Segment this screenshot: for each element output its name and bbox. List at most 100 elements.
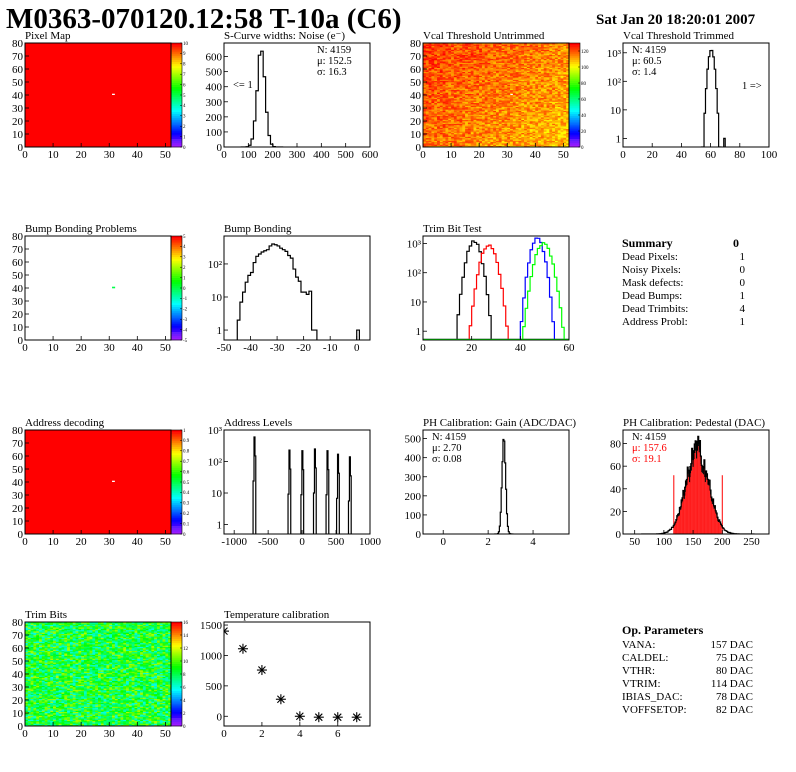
heatmap-cell (521, 113, 525, 115)
heatmap-cell (563, 80, 567, 83)
heatmap-cell (465, 76, 469, 79)
heatmap-cell (538, 132, 542, 135)
heatmap-cell (476, 96, 480, 98)
heatmap-cell (473, 130, 477, 132)
heatmap-cell (423, 54, 427, 57)
heatmap-cell (453, 62, 457, 65)
heatmap-cell (487, 119, 491, 122)
heatmap-cell (512, 44, 516, 46)
heatmap-cell (493, 89, 497, 92)
heatmap-cell (476, 67, 480, 70)
colorbar-tick-label: 0 (183, 146, 186, 151)
heatmap-cell (552, 46, 556, 49)
colorbar-tick-label: 0.6 (183, 470, 190, 475)
heatmap-cell (529, 65, 533, 67)
heatmap-cell (25, 694, 29, 697)
heatmap-cell (521, 136, 525, 139)
summary-value: 1 (740, 251, 746, 263)
heatmap-cell (549, 144, 553, 146)
heatmap-cell (453, 79, 457, 81)
heatmap-cell (484, 48, 488, 50)
heatmap-cell (462, 130, 466, 132)
heatmap-cell (423, 114, 427, 117)
heatmap-cell (490, 115, 494, 118)
heatmap-cell (498, 104, 502, 106)
heatmap-cell (437, 128, 441, 131)
heatmap-cell (552, 45, 556, 48)
heatmap-cell (451, 58, 455, 61)
heatmap-cell (563, 69, 567, 71)
heatmap-cell (487, 75, 491, 78)
heatmap-cell (538, 71, 542, 74)
heatmap-cell (473, 65, 477, 67)
heatmap-cell (566, 45, 569, 48)
heatmap-cell (512, 114, 516, 117)
heatmap-cell (510, 123, 514, 126)
heatmap-cell (498, 106, 502, 109)
heatmap-cell (470, 85, 474, 88)
heatmap-cell (453, 49, 457, 52)
heatmap-cell (557, 100, 561, 102)
heatmap-cell (476, 45, 480, 48)
heatmap-cell (465, 100, 469, 102)
heatmap-cell (428, 56, 432, 58)
heatmap-cell (504, 104, 508, 106)
heatmap-cell (518, 100, 522, 102)
heatmap-cell (546, 76, 550, 79)
heatmap-cell (425, 114, 429, 117)
heatmap-cell (538, 46, 542, 49)
heatmap-cell (453, 140, 457, 143)
heatmap-cell (529, 74, 533, 76)
heatmap-cell (434, 126, 438, 128)
heatmap-cell (526, 108, 530, 110)
heatmap-cell (442, 145, 446, 147)
heatmap-cell (521, 85, 525, 88)
heatmap-cell (437, 130, 441, 132)
address-peak (300, 450, 305, 534)
heatmap-cell (549, 76, 553, 79)
heatmap-cell (560, 126, 564, 128)
heatmap-cell (465, 54, 469, 57)
heatmap-cell (526, 104, 530, 106)
heatmap-cell (563, 72, 567, 75)
heatmap-cell (529, 78, 533, 80)
heatmap-cell (423, 80, 427, 83)
heatmap-cell (526, 93, 530, 96)
heatmap-cell (484, 67, 488, 70)
heatmap-cell (453, 141, 457, 144)
heatmap-cell (439, 95, 443, 97)
heatmap-cell (540, 59, 545, 62)
heatmap-cell (554, 66, 559, 68)
op-parameters-heading: Op. Parameters (622, 623, 704, 637)
colorbar-segment (569, 101, 580, 104)
y-tick-label: 50 (12, 464, 24, 476)
heatmap-cell (467, 62, 472, 65)
heatmap-cell (504, 66, 508, 68)
heatmap-cell (476, 136, 480, 139)
heatmap-cell (538, 85, 542, 88)
overflow-annotation: <= 1 (233, 80, 253, 91)
heatmap-cell (510, 135, 514, 137)
heatmap-cell (518, 105, 522, 107)
colorbar-segment (171, 55, 182, 58)
heatmap-cell (448, 135, 452, 137)
heatmap-cell (439, 82, 443, 84)
heatmap-cell (515, 96, 519, 98)
heatmap-cell (560, 145, 564, 147)
heatmap-cell (529, 100, 533, 102)
heatmap-cell (504, 82, 508, 84)
heatmap-cell (498, 48, 502, 50)
heatmap-cell (456, 118, 460, 120)
heatmap-cell (498, 52, 502, 54)
heatmap-cell (425, 131, 429, 133)
heatmap-cell (456, 71, 460, 74)
heatmap-cell (431, 92, 435, 94)
heatmap-cell (425, 96, 429, 98)
heatmap-cell (549, 115, 553, 118)
heatmap-cell (451, 106, 455, 109)
heatmap-cell (557, 113, 561, 115)
heatmap-cell (549, 104, 553, 106)
heatmap-cell (540, 113, 545, 115)
heatmap-cell (546, 113, 550, 115)
heatmap-cell (459, 89, 463, 92)
